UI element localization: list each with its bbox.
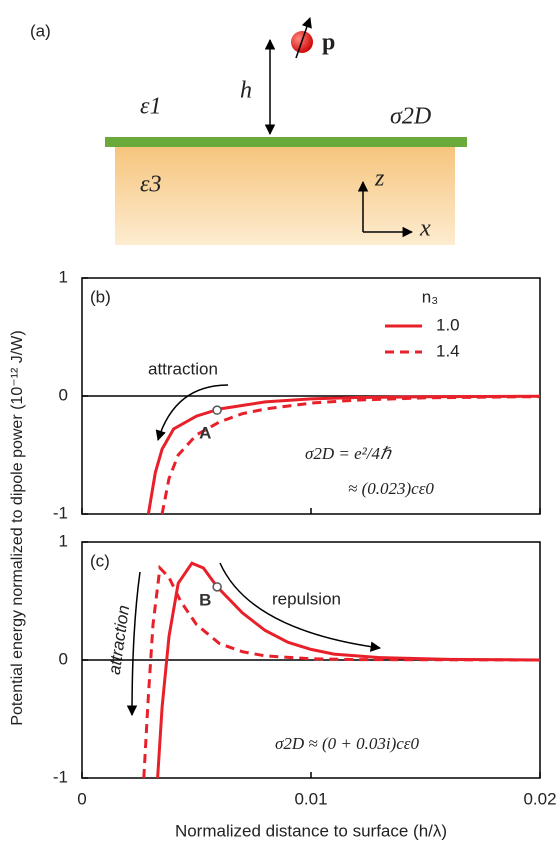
equation: ≈ (0.023)cε0 (348, 479, 434, 498)
legend-title: n₃ (422, 287, 438, 306)
z-label: z (374, 166, 385, 192)
panel-label: (b) (90, 287, 111, 306)
y-tick-label: 1 (59, 267, 68, 286)
sigma-label: σ2D (390, 104, 431, 130)
equation: σ2D = e²/4ℏ (305, 444, 392, 463)
equation: σ2D ≈ (0 + 0.03i)cε0 (275, 734, 420, 753)
y-tick-label: 0 (59, 649, 68, 668)
annotation: attraction (148, 359, 218, 378)
x-axis-label: Normalized distance to surface (h/λ) (175, 821, 447, 840)
panel-label: (c) (90, 551, 110, 570)
eps1: ε1 (140, 94, 161, 120)
y-axis-label: Potential energy normalized to dipole po… (9, 330, 26, 725)
figure: (a) p ε1 h σ2D ε3 z x (b) n₃ attraction … (0, 0, 557, 854)
x-label: x (419, 216, 431, 242)
point-marker (213, 583, 221, 591)
point-label: B (199, 590, 211, 609)
panel-label: (a) (30, 21, 51, 40)
point-marker (213, 406, 221, 414)
eps3: ε3 (140, 172, 161, 198)
h-label: h (240, 78, 252, 104)
y-tick-label: -1 (53, 767, 68, 786)
annotation: attraction (105, 604, 134, 676)
x-tick-label: 0 (77, 789, 86, 808)
p-label: p (322, 30, 335, 56)
arrow (132, 572, 140, 715)
substrate (115, 147, 455, 245)
y-tick-label: -1 (53, 503, 68, 522)
x-tick-label: 0.01 (294, 789, 327, 808)
y-tick-label: 0 (59, 385, 68, 404)
point-label: A (199, 424, 211, 443)
y-tick-label: 1 (59, 531, 68, 550)
x-tick-label: 0.02 (523, 789, 556, 808)
sheet (105, 137, 467, 147)
legend-label: 1.4 (436, 341, 460, 360)
annotation: repulsion (272, 589, 341, 608)
legend-label: 1.0 (436, 315, 460, 334)
